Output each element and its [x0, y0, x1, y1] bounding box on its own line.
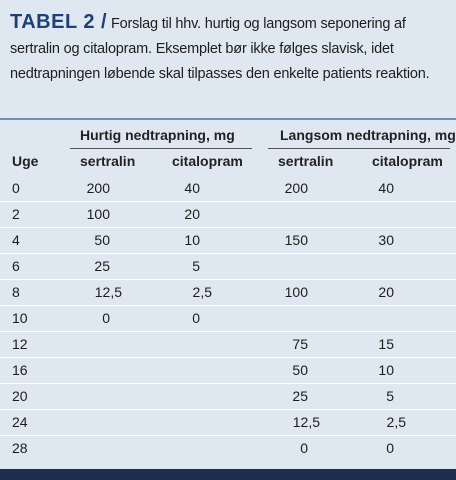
- cell: 28: [12, 440, 28, 456]
- cell: 0: [76, 305, 110, 331]
- cell: 25: [76, 253, 110, 279]
- cell: 100: [274, 279, 308, 305]
- group-header: Langsom nedtrapning, mg: [280, 127, 456, 143]
- row-separator: [0, 253, 456, 254]
- group-underline: [70, 148, 252, 149]
- row-separator: [0, 331, 456, 332]
- cell: 8: [12, 284, 20, 300]
- group-underline: [268, 148, 450, 149]
- column-header: citalopram: [372, 153, 443, 169]
- cell-value: 15: [378, 336, 394, 352]
- row-separator: [0, 305, 456, 306]
- cell: 25: [274, 383, 308, 409]
- bottom-bar: [0, 469, 456, 480]
- row-separator: [0, 201, 456, 202]
- cell: 200: [76, 175, 110, 201]
- cell: 0: [274, 435, 308, 461]
- cell-value: 75: [292, 336, 308, 352]
- cell-value: 50: [292, 362, 308, 378]
- cell: 12: [12, 336, 28, 352]
- cell: 40: [360, 175, 394, 201]
- cell-value: 0: [192, 310, 200, 326]
- column-header: sertralin: [278, 153, 334, 169]
- caption-text: Forslag til hhv. hurtig og langsom sepon…: [10, 16, 430, 82]
- row-separator: [0, 357, 456, 358]
- row-separator: [0, 227, 456, 228]
- cell-value: 0: [386, 440, 394, 456]
- cell: 2,5: [166, 279, 212, 305]
- cell-value: 2,5: [386, 414, 406, 430]
- cell-value: 20: [184, 206, 200, 222]
- cell: 0: [12, 180, 20, 196]
- cell: 0: [166, 305, 200, 331]
- cell-value: 30: [378, 232, 394, 248]
- cell: 4: [12, 232, 20, 248]
- column-header: Uge: [12, 153, 39, 169]
- cell: 100: [76, 201, 110, 227]
- cell: 2,5: [360, 409, 406, 435]
- cell: 24: [12, 414, 28, 430]
- cell-value: 5: [192, 258, 200, 274]
- cell: 50: [76, 227, 110, 253]
- cell-value: 5: [386, 388, 394, 404]
- caption-label: TABEL 2 /: [10, 11, 108, 33]
- cell-value: 25: [292, 388, 308, 404]
- cell: 75: [274, 331, 308, 357]
- cell-value: 12,5: [292, 414, 320, 430]
- column-header: citalopram: [172, 153, 243, 169]
- cell-value: 0: [300, 440, 308, 456]
- cell-value: 12,5: [94, 284, 122, 300]
- cell: 16: [12, 362, 28, 378]
- column-header: sertralin: [80, 153, 136, 169]
- cell: 10: [360, 357, 394, 383]
- cell-value: 40: [378, 180, 394, 196]
- row-separator: [0, 409, 456, 410]
- cell-value: 200: [284, 180, 308, 196]
- cell: 40: [166, 175, 200, 201]
- cell-value: 40: [184, 180, 200, 196]
- cell: 20: [166, 201, 200, 227]
- cell-value: 20: [378, 284, 394, 300]
- cell: 150: [274, 227, 308, 253]
- cell: 5: [360, 383, 394, 409]
- group-header: Hurtig nedtrapning, mg: [80, 127, 235, 143]
- row-separator: [0, 435, 456, 436]
- cell: 6: [12, 258, 20, 274]
- cell: 0: [360, 435, 394, 461]
- cell-value: 200: [86, 180, 110, 196]
- cell: 15: [360, 331, 394, 357]
- cell: 200: [274, 175, 308, 201]
- cell: 2: [12, 206, 20, 222]
- row-separator: [0, 279, 456, 280]
- cell: 50: [274, 357, 308, 383]
- cell: 5: [166, 253, 200, 279]
- row-separator: [0, 383, 456, 384]
- cell-value: 50: [94, 232, 110, 248]
- cell: 12,5: [274, 409, 320, 435]
- cell: 20: [360, 279, 394, 305]
- cell: 30: [360, 227, 394, 253]
- cell-value: 150: [284, 232, 308, 248]
- top-rule: [0, 118, 456, 120]
- cell-value: 25: [94, 258, 110, 274]
- cell: 12,5: [76, 279, 122, 305]
- cell: 20: [12, 388, 28, 404]
- cell: 10: [12, 310, 28, 326]
- cell-value: 100: [284, 284, 308, 300]
- cell-value: 100: [86, 206, 110, 222]
- cell-value: 2,5: [192, 284, 212, 300]
- cell-value: 0: [102, 310, 110, 326]
- cell-value: 10: [184, 232, 200, 248]
- cell: 10: [166, 227, 200, 253]
- cell-value: 10: [378, 362, 394, 378]
- caption: TABEL 2 / Forslag til hhv. hurtig og lan…: [10, 10, 450, 87]
